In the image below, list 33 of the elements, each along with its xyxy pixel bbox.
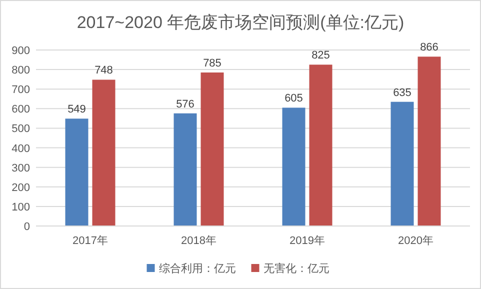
data-label: 825	[312, 50, 330, 62]
y-tick-label: 0	[24, 221, 30, 233]
x-tick-label: 2020年	[398, 235, 434, 247]
bar	[390, 102, 414, 226]
y-tick-label: 900	[12, 45, 30, 57]
data-label: 748	[94, 64, 113, 77]
legend-label: 无害化：亿元	[263, 262, 330, 275]
bar	[174, 113, 197, 226]
bar	[92, 80, 116, 226]
bar	[418, 56, 441, 226]
y-tick-label: 300	[12, 162, 30, 174]
y-tick-label: 500	[12, 123, 30, 136]
data-label: 605	[284, 92, 303, 105]
x-tick-label: 2019年	[290, 235, 325, 247]
y-tick-label: 100	[12, 201, 30, 214]
data-label: 866	[420, 42, 438, 54]
data-label: 635	[393, 86, 412, 99]
chart-title: 2017~2020 年危废市场空间预测(单位:亿元)	[76, 13, 404, 32]
data-label: 549	[68, 104, 86, 116]
y-tick-label: 800	[12, 64, 30, 77]
y-tick-label: 400	[12, 142, 30, 155]
x-tick-label: 2018年	[181, 235, 216, 247]
bar	[200, 72, 224, 226]
y-tick-label: 700	[12, 84, 30, 96]
bar	[65, 118, 88, 226]
x-tick-label: 2017年	[72, 235, 108, 247]
y-tick-label: 200	[12, 182, 30, 194]
data-label: 785	[203, 57, 222, 70]
data-label: 576	[176, 98, 194, 110]
y-tick-label: 600	[12, 104, 30, 116]
bar	[282, 108, 306, 226]
legend-label: 综合利用：亿元	[158, 262, 236, 275]
bar	[309, 64, 332, 226]
